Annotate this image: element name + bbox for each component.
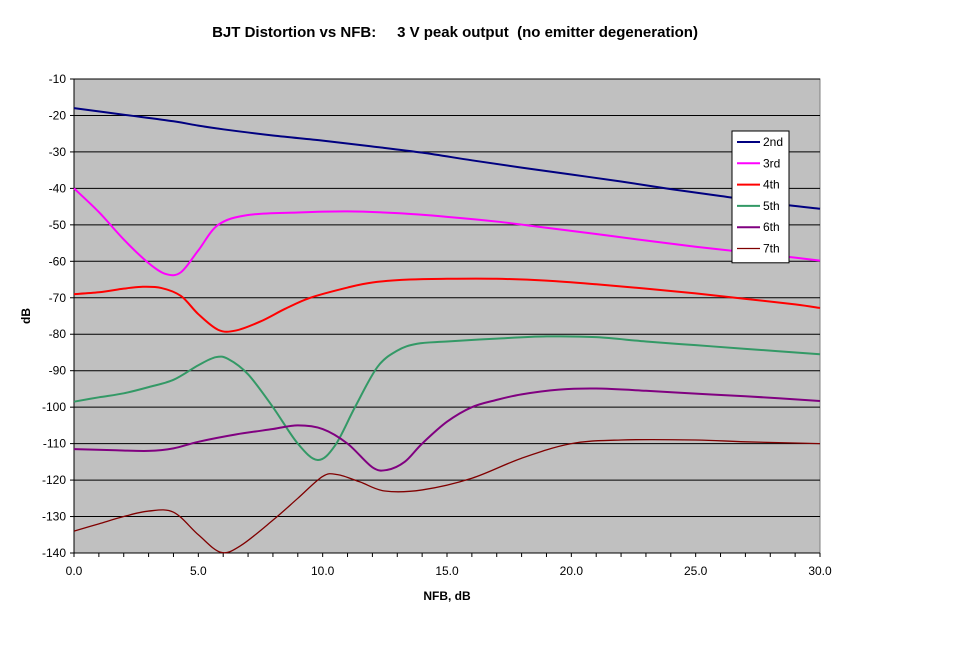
legend-entry: 3rd [763,156,780,170]
plot-area [73,78,821,554]
legend: 2nd 3rd 4th 5th 6th 7th [731,130,790,264]
x-tick-label: 30.0 [808,564,832,578]
y-tick-label: -90 [49,364,67,378]
y-tick-label: -60 [49,254,67,268]
legend-entry: 2nd [763,135,783,149]
x-axis-label: NFB, dB [423,589,471,603]
y-axis-label: dB [19,308,33,324]
x-axis-ticks: 0.0 5.0 10.0 15.0 20.0 25.0 30.0 [66,552,832,578]
y-tick-label: -20 [49,108,67,122]
chart-title: BJT Distortion vs NFB: 3 V peak output (… [212,24,698,41]
y-tick-label: -120 [42,473,66,487]
y-tick-label: -110 [43,437,66,451]
y-tick-label: -10 [49,72,67,86]
y-axis-ticks: -10 -20 -30 -40 -50 -60 -70 -80 -90 -100 -110 -120 -… [42,72,75,560]
y-tick-label: -140 [42,546,66,560]
x-tick-label: 5.0 [190,564,207,578]
series-line-5th [73,335,821,462]
y-tick-label: -50 [49,218,67,232]
series-line-2nd [73,107,821,210]
legend-box [731,130,790,264]
legend-entry: 5th [763,199,780,213]
legend-entry: 4th [763,178,780,192]
series-line-4th [73,277,821,333]
y-tick-label: -80 [49,327,67,341]
series-line-7th [73,438,821,554]
x-tick-label: 15.0 [435,564,459,578]
series-line-3rd [73,187,821,277]
series-line-6th [73,387,821,472]
y-tick-label: -70 [49,291,67,305]
legend-entry: 7th [763,242,780,256]
y-tick-label: -40 [49,181,67,195]
y-tick-label: -100 [42,400,66,414]
legend-entry: 6th [763,220,780,234]
x-tick-label: 10.0 [311,564,335,578]
x-tick-label: 25.0 [684,564,708,578]
x-tick-label: 0.0 [66,564,83,578]
y-tick-label: -130 [42,510,66,524]
series-lines [73,107,821,554]
y-tick-label: -30 [49,145,67,159]
x-tick-label: 20.0 [560,564,584,578]
